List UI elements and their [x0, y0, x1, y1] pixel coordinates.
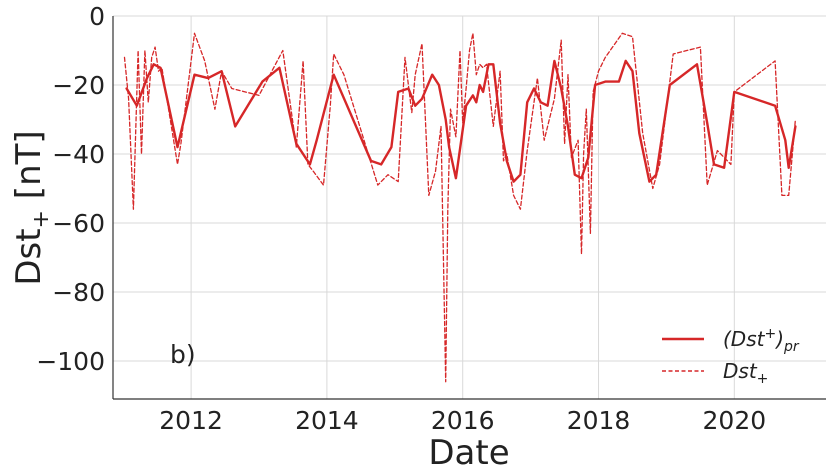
y-tick-label: −60 — [52, 209, 105, 238]
y-tick-labels: 0 −20 −40 −60 −80 −100 — [36, 2, 105, 376]
y-axis-label-unit: [nT] — [9, 130, 49, 199]
grid-lines — [113, 15, 826, 399]
x-tick-label: 2016 — [431, 406, 495, 435]
x-tick-label: 2020 — [703, 406, 767, 435]
y-tick-label: −100 — [36, 347, 105, 376]
series-line-predicted — [125, 59, 797, 183]
y-tick-label: −80 — [52, 278, 105, 307]
series-layer — [123, 32, 797, 383]
panel-annotation: b) — [170, 340, 196, 369]
y-tick-label: −40 — [52, 140, 105, 169]
y-axis-label: Dst+ [nT] — [9, 130, 54, 285]
x-tick-label: 2018 — [567, 406, 631, 435]
x-axis-label: Date — [428, 433, 509, 473]
legend-label-observed: Dst+ — [723, 359, 768, 387]
y-tick-label: 0 — [89, 2, 105, 31]
x-tick-label: 2014 — [295, 406, 359, 435]
y-tick-label: −20 — [52, 71, 105, 100]
series-line-observed — [123, 32, 797, 383]
legend-label-predicted: (Dst+)pr — [723, 326, 800, 355]
y-axis-label-sub: + — [29, 210, 54, 228]
legend: (Dst+)pr Dst+ — [662, 326, 800, 387]
x-tick-label: 2012 — [159, 406, 223, 435]
y-axis-label-main: Dst — [9, 228, 49, 285]
x-tick-labels: 2012 2014 2016 2018 2020 — [159, 406, 766, 435]
